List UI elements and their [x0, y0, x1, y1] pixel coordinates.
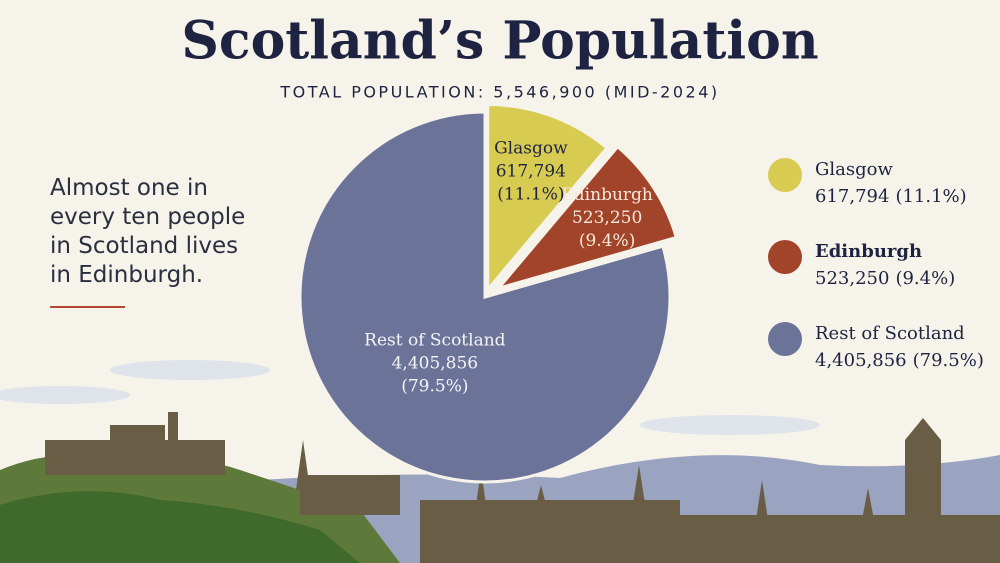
slice-label-line: 523,250: [572, 207, 642, 227]
legend-label: Edinburgh: [815, 241, 922, 262]
chart-title: Scotland’s Population: [181, 11, 818, 72]
legend-swatch: [768, 240, 802, 274]
legend-number: 617,794: [815, 186, 889, 207]
legend-percent: (79.5%): [913, 350, 984, 371]
legend-label: Rest of Scotland: [815, 323, 965, 344]
slice-label-line: Glasgow: [494, 138, 568, 158]
slice-label: Glasgow 617,794 (11.1%): [494, 138, 568, 204]
slice-label-line: (11.1%): [497, 184, 564, 204]
slice-label-line: Rest of Scotland: [364, 330, 506, 350]
chart-subtitle: TOTAL POPULATION: 5,546,900 (MID-2024): [279, 83, 719, 102]
legend-number: 4,405,856: [815, 350, 907, 371]
legend-value: 617,794 (11.1%): [815, 186, 967, 207]
annotation: Almost one in every ten people in Scotla…: [50, 175, 246, 288]
legend-number: 523,250: [815, 268, 889, 289]
slice-label: Edinburgh 523,250 (9.4%): [561, 184, 653, 250]
skyline: [0, 360, 1000, 563]
slice-label: Rest of Scotland 4,405,856 (79.5%): [364, 330, 506, 396]
legend-swatch: [768, 158, 802, 192]
pie-slice: [494, 144, 679, 292]
legend-percent: (9.4%): [895, 268, 955, 289]
legend-percent: (11.1%): [895, 186, 966, 207]
pie-slice: [486, 102, 610, 294]
legend-value: 523,250 (9.4%): [815, 268, 955, 289]
slice-label-line: (79.5%): [401, 376, 468, 396]
slice-label-line: Edinburgh: [561, 184, 653, 204]
legend-value: 4,405,856 (79.5%): [815, 350, 984, 371]
legend-swatch: [768, 322, 802, 356]
pie-slice: [298, 110, 672, 484]
legend-label: Glasgow: [815, 159, 893, 180]
slice-label-line: (9.4%): [579, 230, 635, 250]
slice-label-line: 617,794: [496, 161, 566, 181]
slice-label-line: 4,405,856: [392, 353, 479, 373]
